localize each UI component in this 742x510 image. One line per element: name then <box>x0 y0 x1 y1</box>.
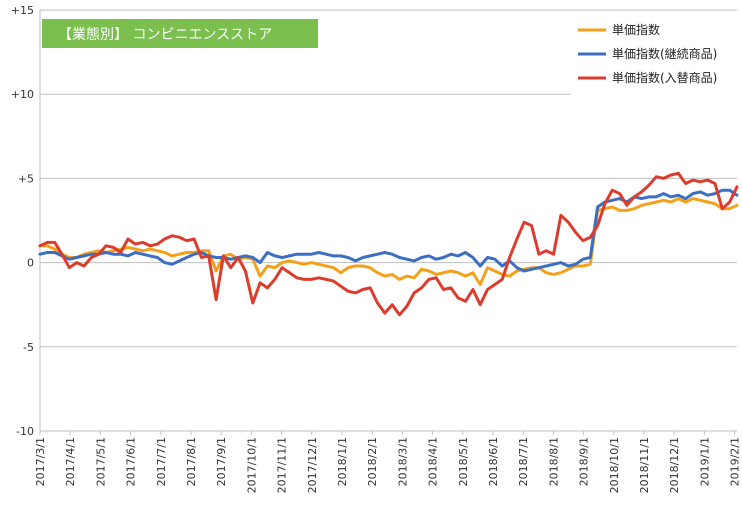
x-tick-label: 2018/9/1 <box>578 437 591 486</box>
x-axis: 2017/3/1 2017/4/1 2017/5/1 2017/6/1 2017/7/1… <box>34 431 742 493</box>
x-tick-label: 2018/2/1 <box>366 437 379 486</box>
x-tick-label: 2017/10/1 <box>245 437 258 493</box>
x-tick-label: 2018/1/1 <box>336 437 349 486</box>
x-tick-label: 2017/8/1 <box>185 437 198 486</box>
x-tick-label: 2017/11/1 <box>276 437 289 493</box>
y-tick-label: +15 <box>11 4 34 17</box>
x-tick-label: 2017/7/1 <box>155 437 168 486</box>
x-tick-label: 2018/12/1 <box>668 437 681 493</box>
x-tick-label: 2018/8/1 <box>547 437 560 486</box>
legend-label-1: 単価指数 <box>612 22 660 37</box>
x-tick-label: 2018/7/1 <box>517 437 530 486</box>
x-tick-label: 2018/4/1 <box>427 437 440 486</box>
chart-title-box <box>42 19 318 48</box>
x-tick-label: 2017/6/1 <box>125 437 138 486</box>
y-tick-label: 0 <box>27 257 34 270</box>
series-line-2 <box>38 188 739 273</box>
y-axis: +15 +10 +5 0 -5 -10 <box>11 4 34 438</box>
grid <box>39 9 737 432</box>
y-tick-label: +10 <box>11 88 34 101</box>
x-tick-label: 2018/10/1 <box>608 437 621 493</box>
x-tick-label: 2018/5/1 <box>457 437 470 486</box>
series-lines <box>38 171 739 317</box>
x-tick-label: 2018/6/1 <box>487 437 500 486</box>
x-tick-label: 2017/5/1 <box>94 437 107 486</box>
legend-label-2: 単価指数(継続商品) <box>612 46 717 61</box>
y-tick-label: -5 <box>23 341 34 354</box>
x-tick-label: 2017/4/1 <box>64 437 77 486</box>
x-tick-label: 2017/12/1 <box>306 437 319 493</box>
y-tick-label: -10 <box>16 425 34 438</box>
series-line-1 <box>38 197 739 286</box>
x-tick-label: 2018/3/1 <box>396 437 409 486</box>
series-line-3 <box>38 171 739 317</box>
y-tick-label: +5 <box>18 172 34 185</box>
legend: 単価指数 単価指数(継続商品) 単価指数(入替商品) <box>570 14 740 96</box>
chart-title: 【業態別】 コンビニエンスストア <box>58 27 272 43</box>
x-tick-label: 2017/3/1 <box>34 437 47 486</box>
x-tick-label: 2017/9/1 <box>215 437 228 486</box>
legend-label-3: 単価指数(入替商品) <box>612 70 717 85</box>
x-tick-label: 2019/2/1 <box>729 437 742 486</box>
x-tick-label: 2019/1/1 <box>698 437 711 486</box>
x-tick-label: 2018/11/1 <box>638 437 651 493</box>
